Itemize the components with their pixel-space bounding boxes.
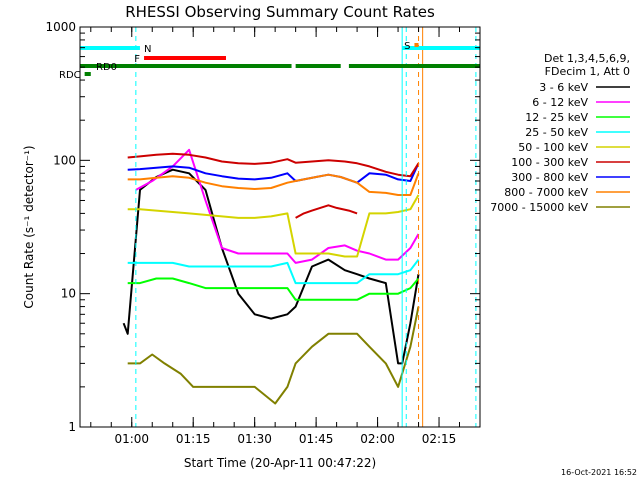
state-bars-layer: NF RD0 RDC S — [59, 41, 480, 81]
state-bar-label: N — [144, 44, 151, 55]
state-bar-label: F — [134, 54, 140, 65]
x-tick-label: 01:45 — [299, 432, 334, 446]
legend-label: 3 - 6 keV — [539, 81, 588, 94]
series-line — [122, 168, 420, 365]
series-line — [127, 258, 420, 285]
series-line — [127, 277, 420, 301]
x-tick-label: 01:30 — [237, 432, 272, 446]
y-tick-label: 1000 — [45, 20, 76, 34]
legend-header: FDecim 1, Att 0 — [545, 65, 630, 78]
y-axis-label: Count Rate (s⁻¹ detector⁻¹) — [22, 145, 36, 308]
y-tick-label: 100 — [53, 153, 76, 167]
legend-label: 25 - 50 keV — [525, 126, 588, 139]
x-tick-label: 02:00 — [360, 432, 395, 446]
y-tick-label: 10 — [61, 287, 76, 301]
state-bar-label: RD0 — [96, 62, 117, 73]
x-tick-label: 01:00 — [114, 432, 149, 446]
vline-layer — [79, 27, 477, 427]
legend-label: 800 - 7000 keV — [504, 186, 588, 199]
chart-title: RHESSI Observing Summary Count Rates — [125, 3, 435, 21]
legend-header: Det 1,3,4,5,6,9, — [544, 52, 630, 65]
footer-timestamp: 16-Oct-2021 16:52 — [561, 468, 637, 477]
series-line — [127, 306, 420, 405]
legend-label: 6 - 12 keV — [532, 96, 588, 109]
series-line — [127, 162, 420, 184]
state-bar-label: S — [404, 41, 410, 52]
plot-frame — [79, 26, 481, 428]
legend-label: 300 - 800 keV — [511, 171, 588, 184]
y-tick-label: 1 — [68, 420, 76, 434]
legend-label: 50 - 100 keV — [518, 141, 588, 154]
y-axis: 1 10 100 1000 — [45, 20, 480, 434]
x-tick-label: 01:15 — [176, 432, 211, 446]
legend-label: 100 - 300 keV — [511, 156, 588, 169]
legend-label: 7000 - 15000 keV — [490, 201, 588, 214]
series-line — [135, 148, 420, 264]
series-line — [295, 204, 358, 219]
legend: Det 1,3,4,5,6,9,FDecim 1, Att 0 3 - 6 keV… — [490, 52, 630, 214]
series-layer — [122, 148, 420, 405]
x-tick-label: 02:15 — [422, 432, 457, 446]
state-bar-label: RDC — [59, 70, 81, 81]
x-axis: 01:00 01:15 01:30 01:45 02:00 02:15 — [90, 27, 481, 446]
series-line — [127, 172, 420, 196]
legend-label: 12 - 25 keV — [525, 111, 588, 124]
series-line-extra — [127, 152, 420, 178]
series-line — [127, 194, 420, 258]
x-axis-label: Start Time (20-Apr-11 00:47:22) — [184, 456, 376, 470]
